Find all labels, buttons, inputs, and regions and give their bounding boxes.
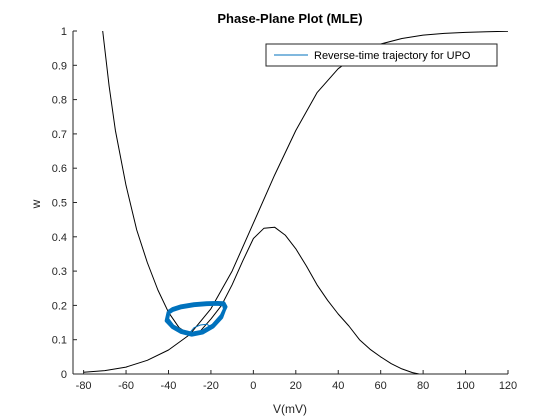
y-tick-label-9: 0.9 xyxy=(52,60,67,72)
legend-box xyxy=(265,43,498,67)
x-axis-label: V(mV) xyxy=(273,402,307,416)
x-tick-label-6: 40 xyxy=(332,380,344,392)
x-tick-label-4: 0 xyxy=(250,380,256,392)
x-tick-label-2: -40 xyxy=(161,380,177,392)
y-tick-label-10: 1 xyxy=(61,26,67,38)
series-line-3 xyxy=(189,323,211,334)
series-line-1 xyxy=(83,31,508,373)
x-tick-label-0: -80 xyxy=(76,380,92,392)
y-axis-label: w xyxy=(29,199,43,209)
y-tick-label-4: 0.4 xyxy=(52,232,67,244)
y-tick-label-8: 0.8 xyxy=(52,95,67,107)
x-tick-label-5: 20 xyxy=(290,380,302,392)
y-tick-label-1: 0.1 xyxy=(52,335,67,347)
y-tick-label-3: 0.3 xyxy=(52,266,67,278)
series-line-0 xyxy=(102,31,420,374)
plot-area: -80 -60 -40 -20 0 20 40 60 80 100 120 0 0.1 0.2 0.3 0.4… xyxy=(52,26,517,392)
y-tick-label-0: 0 xyxy=(61,369,67,381)
y-tick-label-6: 0.6 xyxy=(52,163,67,175)
y-tick-label-7: 0.7 xyxy=(52,129,67,141)
x-tick-label-1: -60 xyxy=(118,380,134,392)
x-tick-label-7: 60 xyxy=(375,380,387,392)
y-tick-label-2: 0.2 xyxy=(52,300,67,312)
x-tick-label-9: 100 xyxy=(456,380,474,392)
x-tick-label-8: 80 xyxy=(417,380,429,392)
x-tick-label-3: -20 xyxy=(203,380,219,392)
series-line-2 xyxy=(164,300,228,337)
x-tick-label-10: 120 xyxy=(499,380,517,392)
legend-label-0: Reverse-time trajectory for UPO xyxy=(314,50,471,62)
y-tick-label-5: 0.5 xyxy=(52,198,67,210)
chart-title: Phase-Plane Plot (MLE) xyxy=(217,11,362,26)
